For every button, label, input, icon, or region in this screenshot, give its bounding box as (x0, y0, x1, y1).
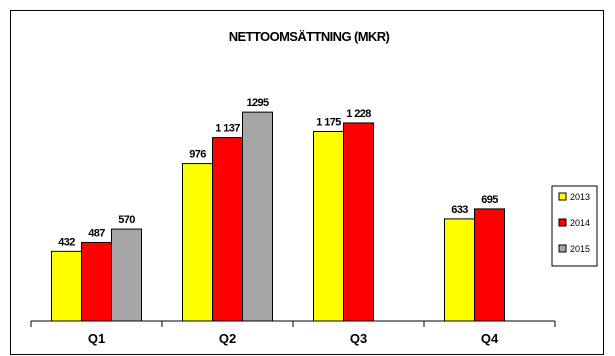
data-label-2015-q2: 1295 (246, 97, 269, 109)
category-label-q3: Q3 (350, 331, 367, 346)
data-label-2013-q3: 1 175 (316, 116, 341, 128)
data-label-2014-q1: 487 (88, 227, 105, 239)
data-label-2014-q4: 695 (481, 194, 498, 206)
bar-2013-q1 (51, 250, 82, 322)
category-label-q1: Q1 (88, 331, 105, 346)
bar-2013-q2 (182, 163, 213, 322)
data-label-2014-q3: 1 228 (346, 108, 371, 120)
legend-label-2015: 2015 (570, 244, 590, 254)
data-label-2013-q2: 976 (189, 149, 206, 161)
legend-label-2014: 2014 (570, 218, 590, 228)
bar-2014-q1 (81, 241, 112, 322)
legend-label-2013: 2013 (570, 192, 590, 202)
bar-2013-q3 (313, 130, 344, 322)
bar-2015-q2 (242, 111, 273, 322)
category-label-q4: Q4 (481, 331, 499, 346)
chart-title: NETTOOMSÄTTNING (MKR) (229, 29, 390, 44)
plot-area: 432 487 570 Q1 976 1 137 1295 Q2 1 175 1 228 Q3 633… (30, 97, 556, 346)
bar-2015-q1 (111, 228, 142, 322)
data-label-2014-q2: 1 137 (215, 123, 240, 135)
bar-2014-q2 (212, 137, 243, 322)
bar-2014-q3 (343, 122, 374, 322)
category-label-q2: Q2 (219, 331, 236, 346)
legend: 2013 2014 2015 (551, 185, 598, 267)
chart-frame: NETTOOMSÄTTNING (MKR) 432 487 570 Q1 976 1 13… (10, 10, 604, 355)
legend-swatch-2014 (558, 218, 567, 227)
bar-2013-q4 (444, 218, 475, 322)
data-label-2015-q1: 570 (118, 214, 135, 226)
legend-swatch-2013 (558, 192, 567, 201)
data-label-2013-q1: 432 (58, 236, 75, 248)
bar-2014-q4 (474, 208, 505, 322)
data-label-2013-q4: 633 (451, 204, 468, 216)
bar-chart: NETTOOMSÄTTNING (MKR) 432 487 570 Q1 976 1 13… (30, 29, 598, 346)
legend-swatch-2015 (558, 244, 567, 253)
